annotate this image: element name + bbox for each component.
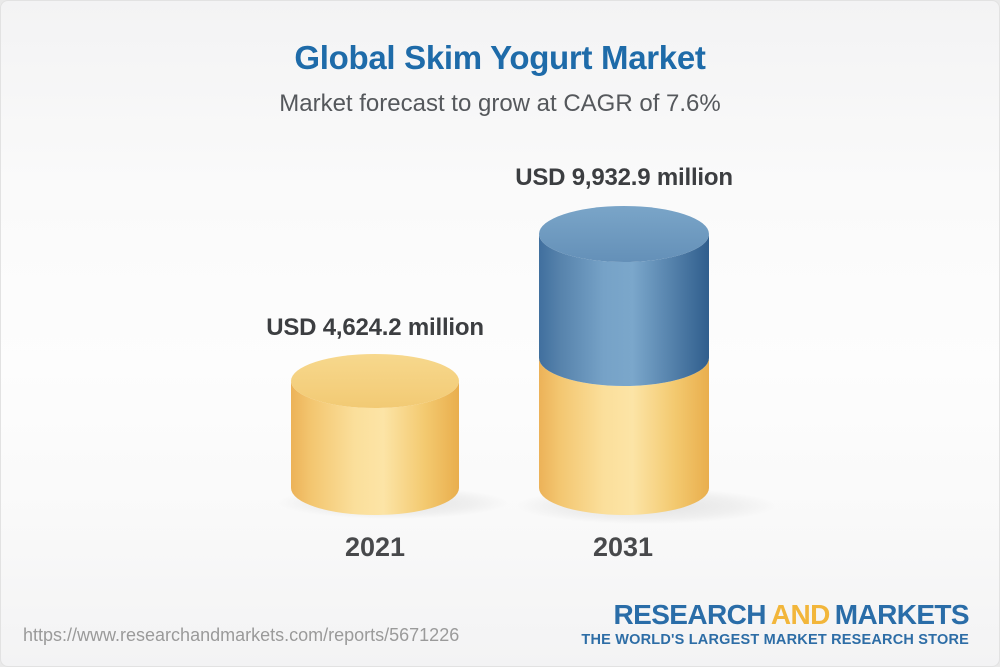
logo-word-research: RESEARCH: [613, 599, 767, 630]
logo-tagline: THE WORLD'S LARGEST MARKET RESEARCH STOR…: [581, 632, 969, 649]
bar-2031-blue-segment: [539, 234, 709, 386]
value-label-2021: USD 4,624.2 million: [266, 314, 484, 341]
category-label-2021: 2021: [344, 532, 406, 562]
category-label-2031: 2031: [592, 532, 654, 562]
bar-2031-yellow-segment: [539, 358, 709, 515]
logo-wordmark: RESEARCH AND MARKETS: [581, 599, 970, 630]
bar-2031-cylinder: [539, 206, 709, 515]
value-label-2031: USD 9,932.9 million: [515, 164, 733, 191]
bar-2021-cylinder: [291, 354, 459, 515]
logo-word-markets: MARKETS: [834, 599, 970, 630]
research-and-markets-logo: RESEARCH AND MARKETS THE WORLD'S LARGEST M…: [581, 599, 970, 649]
chart-title: Global Skim Yogurt Market: [294, 39, 706, 76]
chart-subtitle: Market forecast to grow at CAGR of 7.6%: [279, 90, 721, 117]
logo-word-and: AND: [770, 599, 830, 630]
report-url: https://www.researchandmarkets.com/repor…: [23, 625, 460, 645]
